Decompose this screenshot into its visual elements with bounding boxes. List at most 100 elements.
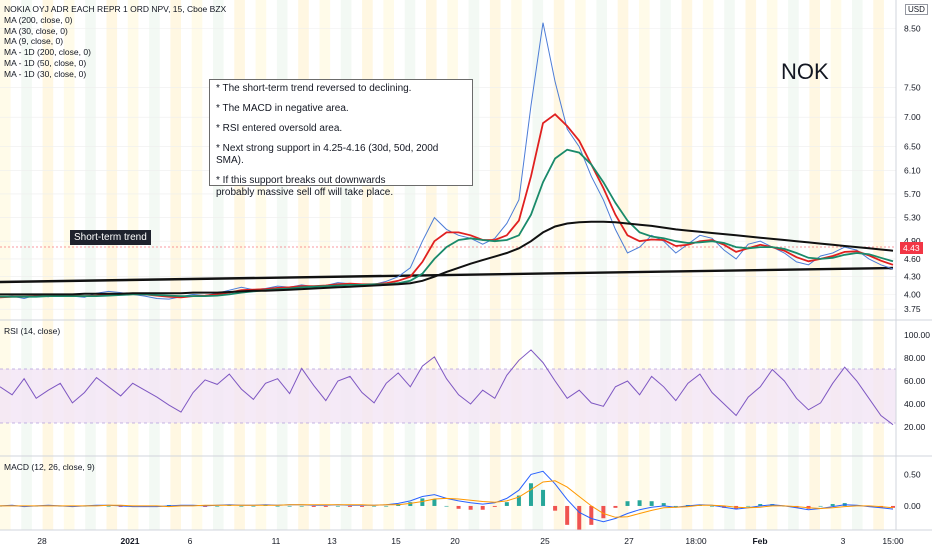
ma-30-line	[0, 148, 894, 298]
price-tick-label: 4.60	[904, 254, 921, 264]
macd-histogram-bar	[287, 505, 292, 507]
macd-histogram-bar	[516, 495, 521, 506]
session-stripe	[362, 0, 373, 530]
macd-histogram-bar	[577, 505, 582, 530]
ticker-label: NOK	[781, 59, 829, 84]
analysis-notes-box: * The short-term trend reversed to decli…	[209, 79, 473, 198]
price-tick-label: 4.00	[904, 289, 921, 299]
macd-histogram-bar	[649, 501, 654, 506]
session-stripe	[170, 0, 181, 530]
macd-histogram-bar	[215, 505, 220, 507]
note-trend: * The short-term trend reversed to decli…	[216, 83, 412, 94]
macd-histogram-bar	[830, 504, 835, 506]
macd-histogram-bar	[746, 505, 751, 507]
price-tick-label: 8.50	[904, 24, 921, 34]
macd-histogram-bar	[541, 489, 546, 506]
session-stripe	[149, 0, 160, 530]
price-tick-label: 5.30	[904, 213, 921, 223]
macd-histogram-bar	[589, 505, 594, 525]
session-stripes	[0, 0, 884, 530]
session-stripe	[852, 0, 863, 530]
note-selloff: * If this support breaks out downwards p…	[216, 175, 394, 198]
macd-histogram-bar	[323, 505, 328, 507]
macd-histogram-bar	[347, 505, 352, 507]
legend-ma-1d-30[interactable]: MA - 1D (30, close, 0)	[4, 68, 87, 79]
rsi-tick-label: 80.00	[904, 353, 926, 363]
macd-histogram-bar	[384, 505, 389, 507]
session-stripe	[42, 0, 54, 530]
session-stripe	[766, 0, 778, 530]
rsi-tick-label: 60.00	[904, 376, 926, 386]
session-stripe	[596, 0, 607, 530]
last-price-tag: 4.43	[900, 242, 923, 254]
currency-badge[interactable]: USD	[905, 4, 928, 15]
session-stripe	[788, 0, 799, 530]
session-stripe	[511, 0, 522, 530]
macd-histogram-bar	[673, 505, 678, 507]
rsi-tick-label: 20.00	[904, 422, 926, 432]
session-stripe	[617, 0, 629, 530]
time-tick-label: 15:00	[882, 536, 904, 546]
legend-ma-1d-200[interactable]: MA - 1D (200, close, 0)	[4, 47, 91, 58]
macd-title[interactable]: MACD (12, 26, close, 9)	[4, 462, 95, 472]
time-axis-ticks[interactable]: 28 2021 6 11 13 15 20 25 27 18:00 Feb 3 15:00	[37, 536, 904, 546]
macd-histogram-bar	[891, 505, 895, 508]
session-stripe	[468, 0, 480, 530]
time-tick-label: 11	[272, 536, 281, 546]
trend-line	[0, 266, 894, 284]
symbol-title[interactable]: NOKIA OYJ ADR EACH REPR 1 ORD NPV, 15, C…	[4, 4, 227, 14]
macd-histogram-bar	[468, 505, 473, 510]
session-stripe	[127, 0, 139, 530]
price-tick-label: 5.70	[904, 189, 921, 199]
macd-tick-label: 0.00	[904, 501, 921, 511]
session-stripe	[106, 0, 118, 530]
time-tick-label: 20	[450, 536, 460, 546]
macd-histogram-bar	[203, 505, 208, 507]
legend-ma-30[interactable]: MA (30, close, 0)	[4, 25, 68, 36]
session-stripe	[873, 0, 884, 530]
session-stripe	[276, 0, 288, 530]
legend-ma-9[interactable]: MA (9, close, 0)	[4, 36, 64, 47]
legend-ma-1d-50[interactable]: MA - 1D (50, close, 0)	[4, 57, 87, 68]
rsi-band	[0, 369, 896, 423]
price-tick-label: 4.30	[904, 272, 921, 282]
macd-histogram-bar	[360, 505, 365, 507]
session-stripe	[319, 0, 331, 530]
macd-histogram-bar	[492, 505, 497, 507]
macd-histogram-bar	[106, 505, 111, 507]
price-tick-label: 6.50	[904, 142, 921, 152]
legend-ma-200[interactable]: MA (200, close, 0)	[4, 14, 73, 25]
session-stripe	[575, 0, 586, 530]
session-stripe	[702, 0, 714, 530]
macd-histogram-bar	[444, 505, 449, 507]
macd-histogram-bar	[565, 505, 570, 525]
rsi-title[interactable]: RSI (14, close)	[4, 326, 61, 336]
macd-histogram-bar	[275, 505, 280, 507]
macd-histogram-bar	[420, 498, 425, 506]
macd-histogram-bar	[818, 505, 823, 507]
session-stripe	[724, 0, 735, 530]
price-axis-ticks: 3.75 4.00 4.30 4.60 4.90 5.30 5.70 6.10 6.50 7.00…	[904, 24, 930, 511]
session-stripe	[809, 0, 820, 530]
session-stripe	[447, 0, 458, 530]
session-stripe	[0, 0, 11, 530]
macd-series-group	[0, 470, 895, 530]
rsi-tick-label: 100.00	[904, 330, 930, 340]
session-stripe	[830, 0, 842, 530]
session-stripe	[404, 0, 416, 530]
macd-histogram-bar	[528, 483, 533, 506]
price-tick-label: 7.00	[904, 112, 921, 122]
session-stripe	[298, 0, 309, 530]
price-tick-label: 6.10	[904, 165, 921, 175]
time-tick-label: 25	[540, 536, 550, 546]
rsi-line	[0, 349, 894, 426]
indicator-legend: NOKIA OYJ ADR EACH REPR 1 ORD NPV, 15, C…	[4, 4, 226, 80]
macd-histogram-bar	[709, 505, 714, 507]
session-stripe	[660, 0, 671, 530]
session-stripe	[340, 0, 352, 530]
session-stripe	[745, 0, 757, 530]
rsi-tick-label: 40.00	[904, 399, 926, 409]
session-stripe	[21, 0, 32, 530]
time-tick-label: 28	[37, 536, 47, 546]
